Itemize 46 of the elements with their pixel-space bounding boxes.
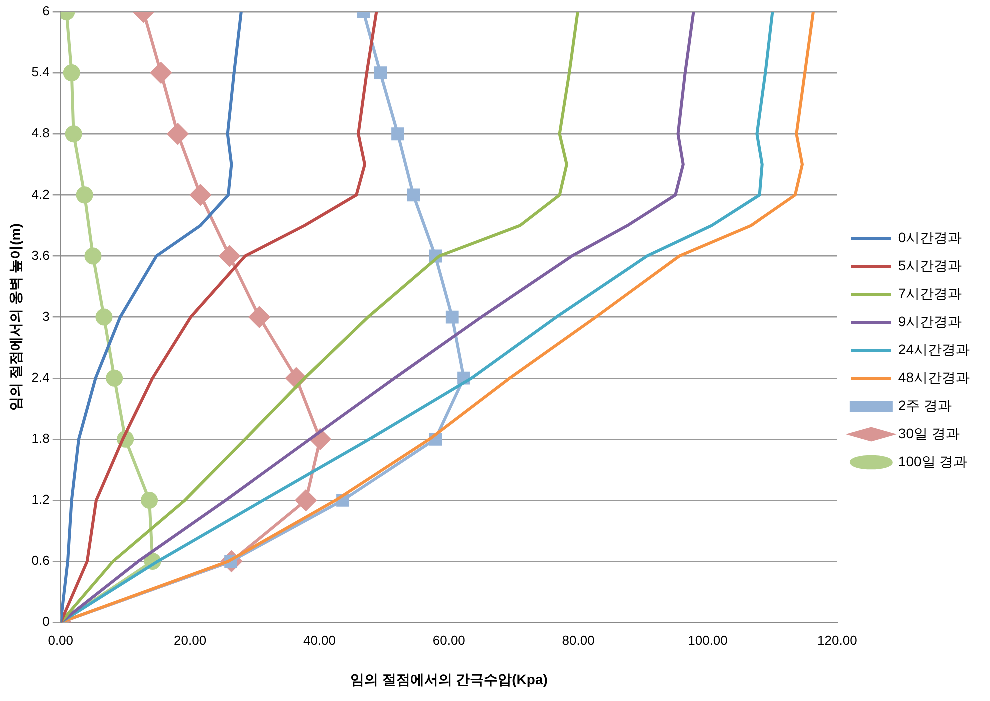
point xyxy=(392,128,404,141)
legend-label: 7시간경과 xyxy=(898,285,962,302)
point xyxy=(446,310,459,324)
x-tick-label: 0.00 xyxy=(48,632,74,648)
legend-label: 30일 경과 xyxy=(898,425,960,442)
x-tick-label: 60.00 xyxy=(432,632,466,648)
x-tick-label: 120.00 xyxy=(818,632,858,648)
y-tick-label: 6 xyxy=(42,4,50,19)
y-tick-label: 0.6 xyxy=(32,553,50,568)
y-tick-label: 1.8 xyxy=(32,431,50,446)
y-axis-title: 임의 절점에서의 옹벽 높이(m) xyxy=(7,224,24,412)
point xyxy=(190,184,212,206)
y-tick-label: 5.4 xyxy=(32,64,50,80)
x-tick-label: 20.00 xyxy=(174,632,207,648)
point xyxy=(296,490,317,511)
y-tick-label: 0 xyxy=(42,614,50,630)
point xyxy=(63,64,80,82)
y-tick-label: 4.2 xyxy=(32,186,50,202)
point xyxy=(84,248,102,265)
legend-label: 0시간경과 xyxy=(898,229,962,246)
x-tick-label: 80.00 xyxy=(562,632,595,648)
y-tick-label: 2.4 xyxy=(32,370,50,385)
x-tick-label: 40.00 xyxy=(303,632,336,648)
legend-label: 9시간경과 xyxy=(898,313,962,330)
legend-label: 100일 경과 xyxy=(898,453,968,470)
x-tick-label: 100.00 xyxy=(688,632,728,648)
point xyxy=(150,62,172,84)
x-axis-title: 임의 절점에서의 간극수압(Kpa) xyxy=(350,671,548,688)
legend-label: 48시간경과 xyxy=(898,369,970,386)
point xyxy=(219,246,240,267)
legend-label: 24시간경과 xyxy=(898,341,970,358)
point xyxy=(65,126,82,143)
legend-label: 5시간경과 xyxy=(898,257,962,274)
point xyxy=(96,308,113,326)
legend-label: 2주 경과 xyxy=(898,397,952,414)
y-tick-label: 3 xyxy=(42,308,50,324)
y-tick-label: 4.8 xyxy=(32,126,50,141)
y-tick-label: 1.2 xyxy=(32,492,50,508)
point xyxy=(141,492,158,509)
point xyxy=(76,186,94,204)
point xyxy=(374,66,388,80)
y-tick-label: 3.6 xyxy=(32,248,50,263)
point xyxy=(249,306,270,328)
point xyxy=(106,370,124,387)
point xyxy=(168,124,189,145)
point xyxy=(407,188,420,202)
